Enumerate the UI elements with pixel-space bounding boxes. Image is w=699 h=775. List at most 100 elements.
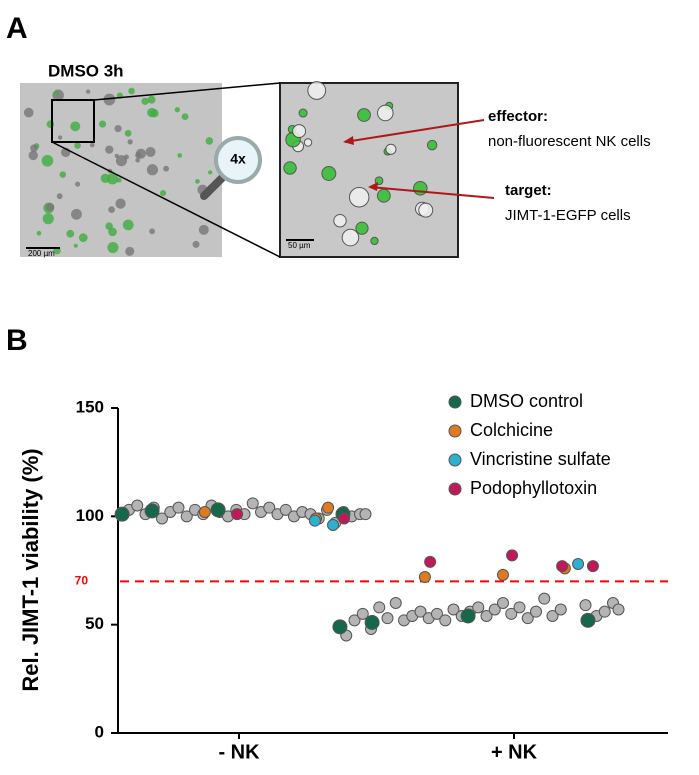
cell	[357, 108, 371, 122]
point	[359, 508, 372, 521]
point	[172, 501, 185, 514]
cell	[73, 243, 78, 248]
y-tick-label: 150	[76, 397, 104, 416]
y-tick-label: 50	[85, 614, 104, 633]
cell	[103, 93, 116, 106]
cell	[41, 154, 54, 167]
cell	[107, 241, 119, 254]
cell	[125, 246, 135, 256]
cell	[45, 202, 55, 212]
point	[554, 603, 567, 616]
cell	[163, 165, 170, 172]
annotation-title: effector:	[488, 108, 548, 125]
cell	[36, 230, 42, 236]
cell	[128, 87, 135, 95]
cell	[298, 108, 308, 118]
point	[114, 506, 130, 522]
point	[530, 605, 542, 618]
point	[156, 512, 168, 525]
legend-label: Colchicine	[470, 420, 553, 440]
cell	[135, 148, 147, 159]
panel-label: B	[6, 324, 28, 357]
cell	[181, 113, 189, 120]
cell	[426, 139, 438, 151]
cell	[70, 121, 81, 132]
cell	[177, 153, 183, 158]
magnifier	[200, 136, 262, 200]
x-tick-label: + NK	[491, 741, 538, 763]
scale-label: 50 µm	[288, 241, 311, 250]
cell	[23, 107, 34, 118]
point	[572, 558, 585, 570]
cell	[124, 129, 132, 137]
legend-label: Podophyllotoxin	[470, 478, 597, 498]
point	[424, 555, 437, 568]
point	[586, 560, 599, 573]
point	[322, 501, 335, 514]
point	[472, 601, 485, 614]
point	[497, 597, 509, 609]
cell	[283, 161, 297, 175]
x-tick-label: - NK	[218, 741, 260, 763]
cell	[303, 138, 313, 147]
cell	[147, 95, 156, 104]
cell	[46, 120, 55, 128]
right-image	[279, 82, 459, 258]
point	[506, 549, 519, 562]
point	[348, 614, 361, 627]
cell	[135, 157, 140, 163]
cell	[114, 124, 122, 133]
cell	[56, 193, 63, 200]
cell	[376, 188, 391, 203]
arrow	[344, 119, 485, 143]
legend-marker	[448, 482, 462, 496]
cell	[98, 120, 107, 128]
legend-label: Vincristine sulfate	[470, 449, 611, 469]
point	[338, 512, 351, 525]
point	[521, 612, 534, 625]
point	[389, 597, 402, 609]
threshold-label: 70	[75, 574, 89, 588]
point	[263, 501, 276, 514]
annotation-title: target:	[505, 182, 552, 199]
point	[381, 612, 394, 625]
cell	[418, 202, 434, 218]
cell	[30, 144, 38, 153]
point	[332, 619, 348, 635]
legend-marker	[448, 424, 462, 438]
point	[497, 568, 509, 581]
cell	[122, 219, 134, 231]
cell	[28, 150, 38, 161]
point	[144, 503, 160, 519]
cell	[149, 228, 156, 235]
cell	[108, 227, 117, 237]
cell	[333, 213, 347, 228]
magnifier-label: 4x	[230, 151, 246, 167]
cell	[54, 90, 60, 96]
point	[598, 605, 611, 618]
image-title: DMSO 3h	[48, 61, 124, 80]
cell	[195, 179, 200, 184]
point	[198, 506, 211, 518]
cell	[42, 213, 54, 225]
cell	[341, 228, 360, 247]
cell	[75, 181, 81, 187]
arrow-head	[343, 136, 354, 145]
y-tick-label: 0	[95, 722, 104, 741]
cell	[377, 104, 394, 122]
point	[131, 499, 144, 512]
point	[460, 608, 476, 624]
cell	[208, 170, 213, 175]
point	[513, 601, 526, 614]
legend-marker	[448, 395, 462, 409]
cell	[370, 236, 379, 246]
point	[431, 607, 443, 620]
annotation-text: non-fluorescent NK cells	[488, 133, 651, 150]
annotation-text: JIMT-1-EGFP cells	[505, 207, 631, 224]
point	[373, 601, 386, 614]
cell	[348, 187, 370, 208]
cell	[66, 229, 75, 238]
arrow	[369, 186, 495, 199]
